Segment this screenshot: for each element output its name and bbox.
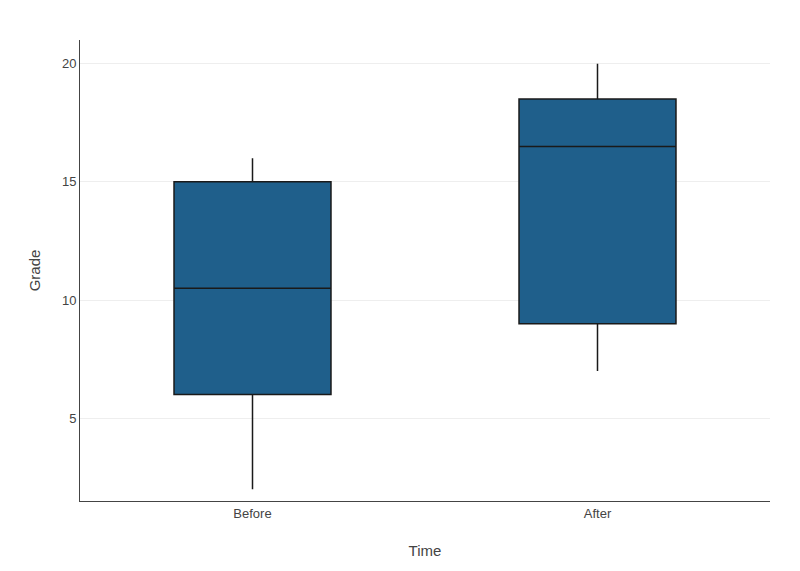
svg-text:10: 10 — [62, 293, 76, 308]
svg-text:20: 20 — [62, 56, 76, 71]
svg-text:After: After — [584, 506, 612, 521]
svg-text:5: 5 — [69, 411, 76, 426]
svg-text:Before: Before — [233, 506, 271, 521]
svg-text:Grade: Grade — [26, 250, 43, 292]
svg-text:Time: Time — [409, 542, 442, 559]
svg-text:15: 15 — [62, 174, 76, 189]
